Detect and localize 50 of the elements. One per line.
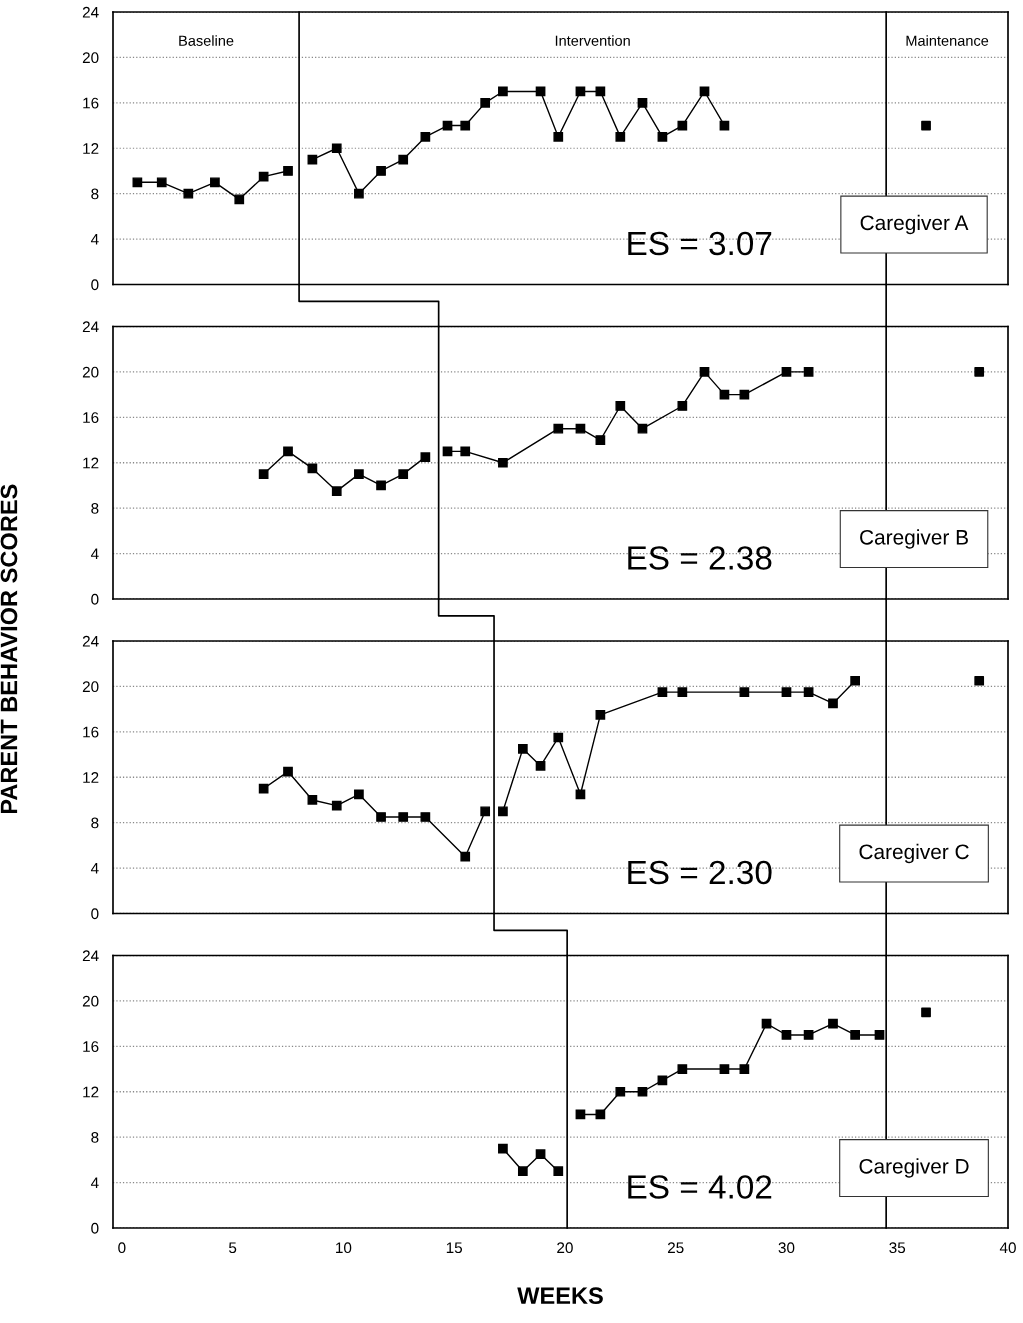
x-tick-label: 5 xyxy=(228,1242,237,1254)
y-tick-label: 8 xyxy=(91,188,99,200)
y-tick-label: 16 xyxy=(83,1041,99,1053)
annotation: Caregiver A xyxy=(860,214,969,235)
annotation: Maintenance xyxy=(906,35,989,46)
y-tick-label: 16 xyxy=(83,97,99,109)
x-tick-label: 10 xyxy=(336,1242,352,1254)
annotation: ES = 4.02 xyxy=(628,1175,772,1199)
y-tick-label: 20 xyxy=(82,681,99,693)
y-tick-label: 8 xyxy=(91,1132,99,1143)
x-tick-label: 30 xyxy=(778,1242,795,1254)
x-axis-title: WEEKS xyxy=(517,1287,603,1305)
y-tick-label: 12 xyxy=(83,1086,99,1098)
y-tick-label: 20 xyxy=(82,995,99,1007)
annotation: Caregiver C xyxy=(859,843,969,864)
x-tick-label: 25 xyxy=(667,1242,684,1254)
y-tick-label: 8 xyxy=(91,503,99,514)
x-tick-label: 40 xyxy=(999,1242,1016,1254)
annotation: Caregiver B xyxy=(860,529,968,549)
y-tick-label: 16 xyxy=(83,412,99,424)
y-tick-label: 24 xyxy=(82,6,99,18)
y-tick-label: 24 xyxy=(82,635,99,647)
annotation: ES = 2.38 xyxy=(628,546,772,570)
x-tick-label: 35 xyxy=(889,1242,906,1254)
y-tick-label: 12 xyxy=(83,143,99,154)
y-tick-label: 20 xyxy=(82,366,99,378)
y-tick-label: 4 xyxy=(90,548,99,560)
y-tick-label: 0 xyxy=(91,279,99,291)
y-tick-label: 0 xyxy=(91,908,99,920)
annotation: Intervention xyxy=(555,35,630,46)
annotation: Caregiver D xyxy=(859,1158,969,1178)
y-tick-label: 12 xyxy=(83,772,99,783)
x-tick-label: 20 xyxy=(557,1242,573,1254)
y-tick-label: 0 xyxy=(91,1222,99,1234)
annotation: ES = 2.30 xyxy=(628,860,772,885)
annotation: ES = 3.07 xyxy=(628,231,772,256)
x-tick-label: 0 xyxy=(118,1242,126,1254)
y-tick-label: 4 xyxy=(90,863,99,874)
y-tick-label: 24 xyxy=(82,321,99,333)
y-tick-label: 4 xyxy=(90,234,99,245)
y-tick-label: 12 xyxy=(83,457,99,469)
y-tick-label: 24 xyxy=(82,950,99,962)
y-tick-label: 4 xyxy=(90,1177,99,1189)
annotation: Baseline xyxy=(179,35,234,46)
x-tick-label: 15 xyxy=(446,1242,463,1254)
y-tick-label: 0 xyxy=(91,593,99,605)
y-tick-label: 8 xyxy=(91,817,99,829)
y-tick-label: 20 xyxy=(82,52,99,64)
y-tick-label: 16 xyxy=(83,726,99,738)
y-axis-title: PARENT BEHAVIOR SCORES xyxy=(0,484,18,814)
